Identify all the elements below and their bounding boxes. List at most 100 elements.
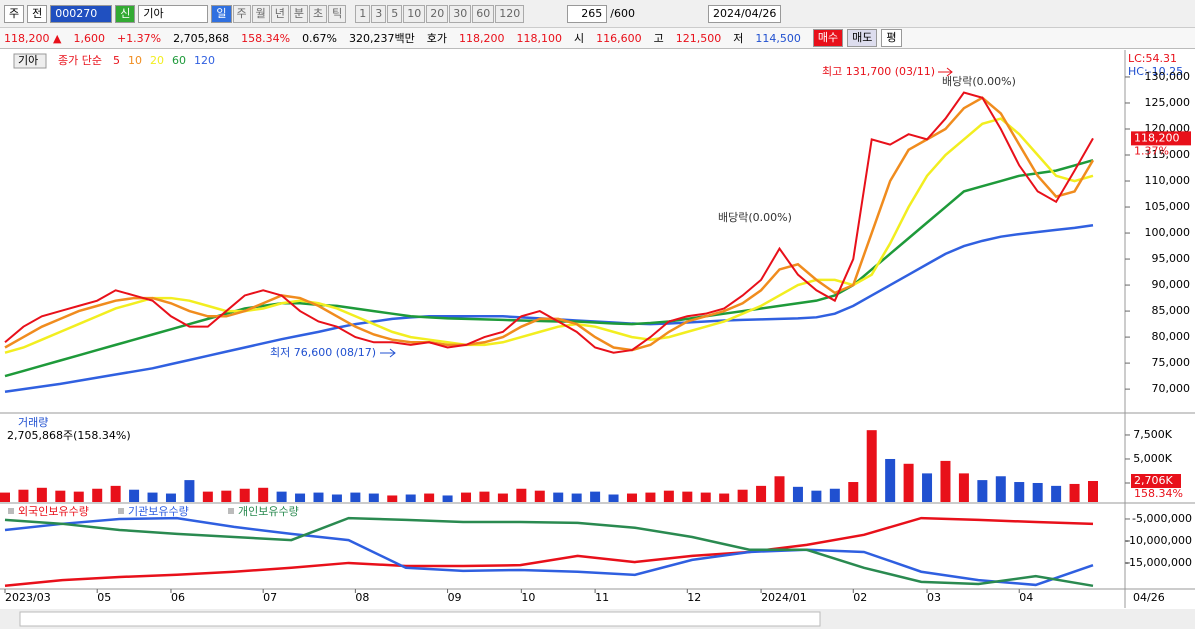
y-tick-label: -10,000,000 <box>1125 534 1192 547</box>
y-tick-label: 110,000 <box>1145 174 1191 187</box>
volume-bar <box>756 485 767 502</box>
investor-line <box>4 516 1094 588</box>
toolbar-button[interactable]: 10 <box>403 4 426 23</box>
volume-bar <box>866 430 877 502</box>
volume-bar <box>110 485 121 502</box>
volume-bar <box>92 488 103 502</box>
toolbar-button[interactable]: 30 <box>449 4 472 23</box>
volume-bar <box>958 473 969 502</box>
volume-legend: 2,705,868주(158.34%) <box>7 429 131 442</box>
volume-bar <box>184 480 195 502</box>
volume-bar <box>1051 485 1062 502</box>
y-tick-label: 125,000 <box>1145 96 1191 109</box>
max: /600 <box>610 7 635 20</box>
arrow <box>380 348 396 358</box>
volume-bar <box>295 493 306 502</box>
bid: 118,100 <box>516 31 563 45</box>
x-tick-label: 05 <box>97 591 111 604</box>
y-tick-label: 5,000K <box>1133 452 1172 465</box>
volume-bar <box>147 492 158 502</box>
change: 1,600 <box>73 31 105 45</box>
y-tick-label: 7,500K <box>1133 428 1172 441</box>
toolbar-button[interactable]: 3 <box>371 4 387 23</box>
annotation: 최고 131,700 (03/11) <box>822 65 935 78</box>
ask: 118,200 <box>459 31 505 45</box>
volume-bar <box>516 488 527 502</box>
legend-entry: 60 <box>172 54 186 67</box>
volume-bar <box>368 493 379 502</box>
toolbar-button[interactable]: 월 <box>251 4 270 23</box>
toolbar-button[interactable]: 분 <box>289 4 308 23</box>
ma-label: 종가 단순 <box>58 54 102 67</box>
volume-bar <box>387 495 398 502</box>
quote-row: 118,200 ▲ 1,600 +1.37% 2,705,868 158.34%… <box>0 28 1195 49</box>
low-label: 저 <box>733 32 744 45</box>
volume-bar <box>479 491 490 502</box>
volume-bar <box>497 493 508 502</box>
x-tick-label: 2023/03 <box>5 591 51 604</box>
volume-bar <box>442 495 453 502</box>
volume-bar <box>36 487 47 502</box>
open: 116,600 <box>596 31 642 45</box>
toolbar-button[interactable]: 5 <box>387 4 403 23</box>
volume-bar <box>700 492 711 502</box>
avg-button[interactable]: 평 <box>881 29 902 47</box>
price: 118,200 ▲ <box>4 31 62 45</box>
volume-bar <box>626 493 637 502</box>
toolbar-button[interactable]: 60 <box>472 4 495 23</box>
volume-bar <box>0 492 10 502</box>
toolbar-button[interactable]: 1 <box>355 4 371 23</box>
ma-line <box>4 96 1095 352</box>
toolbar-button[interactable]: 초 <box>309 4 328 23</box>
toolbar-button[interactable]: 주 <box>232 4 251 23</box>
y-tick-label: 90,000 <box>1152 278 1191 291</box>
volume-bar <box>682 491 693 502</box>
scroll-thumb[interactable] <box>19 611 821 627</box>
toolbar-button[interactable]: 틱 <box>328 4 347 23</box>
toolbar-button[interactable]: 일 <box>211 4 232 23</box>
date[interactable]: 2024/04/26 <box>707 4 782 23</box>
x-tick-label: 06 <box>171 591 185 604</box>
name[interactable]: 기아 <box>138 4 209 23</box>
legend-entry: 20 <box>150 54 164 67</box>
toolbar-button[interactable]: 년 <box>270 4 289 23</box>
buy-button[interactable]: 매수 <box>812 29 844 47</box>
volume-bar <box>903 463 914 502</box>
high: 121,500 <box>675 31 722 45</box>
volume-bar <box>258 487 269 502</box>
y-tick-label: 85,000 <box>1152 304 1191 317</box>
volume-bar <box>424 493 435 502</box>
volume-bar <box>774 476 785 502</box>
volume-bar <box>129 489 140 502</box>
toolbar-button[interactable]: 20 <box>426 4 449 23</box>
sin[interactable]: 신 <box>115 4 136 23</box>
volume-bar <box>202 491 213 502</box>
stock-name: 기아 <box>18 54 38 67</box>
y-tick-label: 80,000 <box>1152 330 1191 343</box>
bg <box>0 50 1195 609</box>
volume-bar <box>811 490 822 502</box>
prev[interactable]: 전 <box>27 4 48 23</box>
code[interactable]: 000270 <box>50 4 113 23</box>
name-box <box>13 53 47 69</box>
count[interactable]: 265 <box>567 4 608 23</box>
volume-bar <box>608 494 619 502</box>
legend-swatch <box>228 508 234 514</box>
current-box <box>1131 131 1191 146</box>
volume-bar <box>534 490 545 502</box>
volume-box <box>1131 474 1181 489</box>
volume-bar <box>1032 482 1043 502</box>
sell-button[interactable]: 매도 <box>847 29 878 47</box>
legend-entry: 120 <box>194 54 215 67</box>
market[interactable]: 주 <box>4 4 25 23</box>
current-label: 118,200 <box>1134 131 1180 144</box>
x-tick-label: 08 <box>355 591 369 604</box>
toolbar-button[interactable]: 120 <box>495 4 525 23</box>
x-tick-label: 07 <box>263 591 277 604</box>
x-tick-label: 09 <box>448 591 462 604</box>
legend-entry: 기관보유수량 <box>128 505 189 518</box>
legend-entry: 10 <box>128 54 142 67</box>
lc: LC:54.31 <box>1128 52 1177 65</box>
legend-entry: 개인보유수량 <box>238 505 299 518</box>
